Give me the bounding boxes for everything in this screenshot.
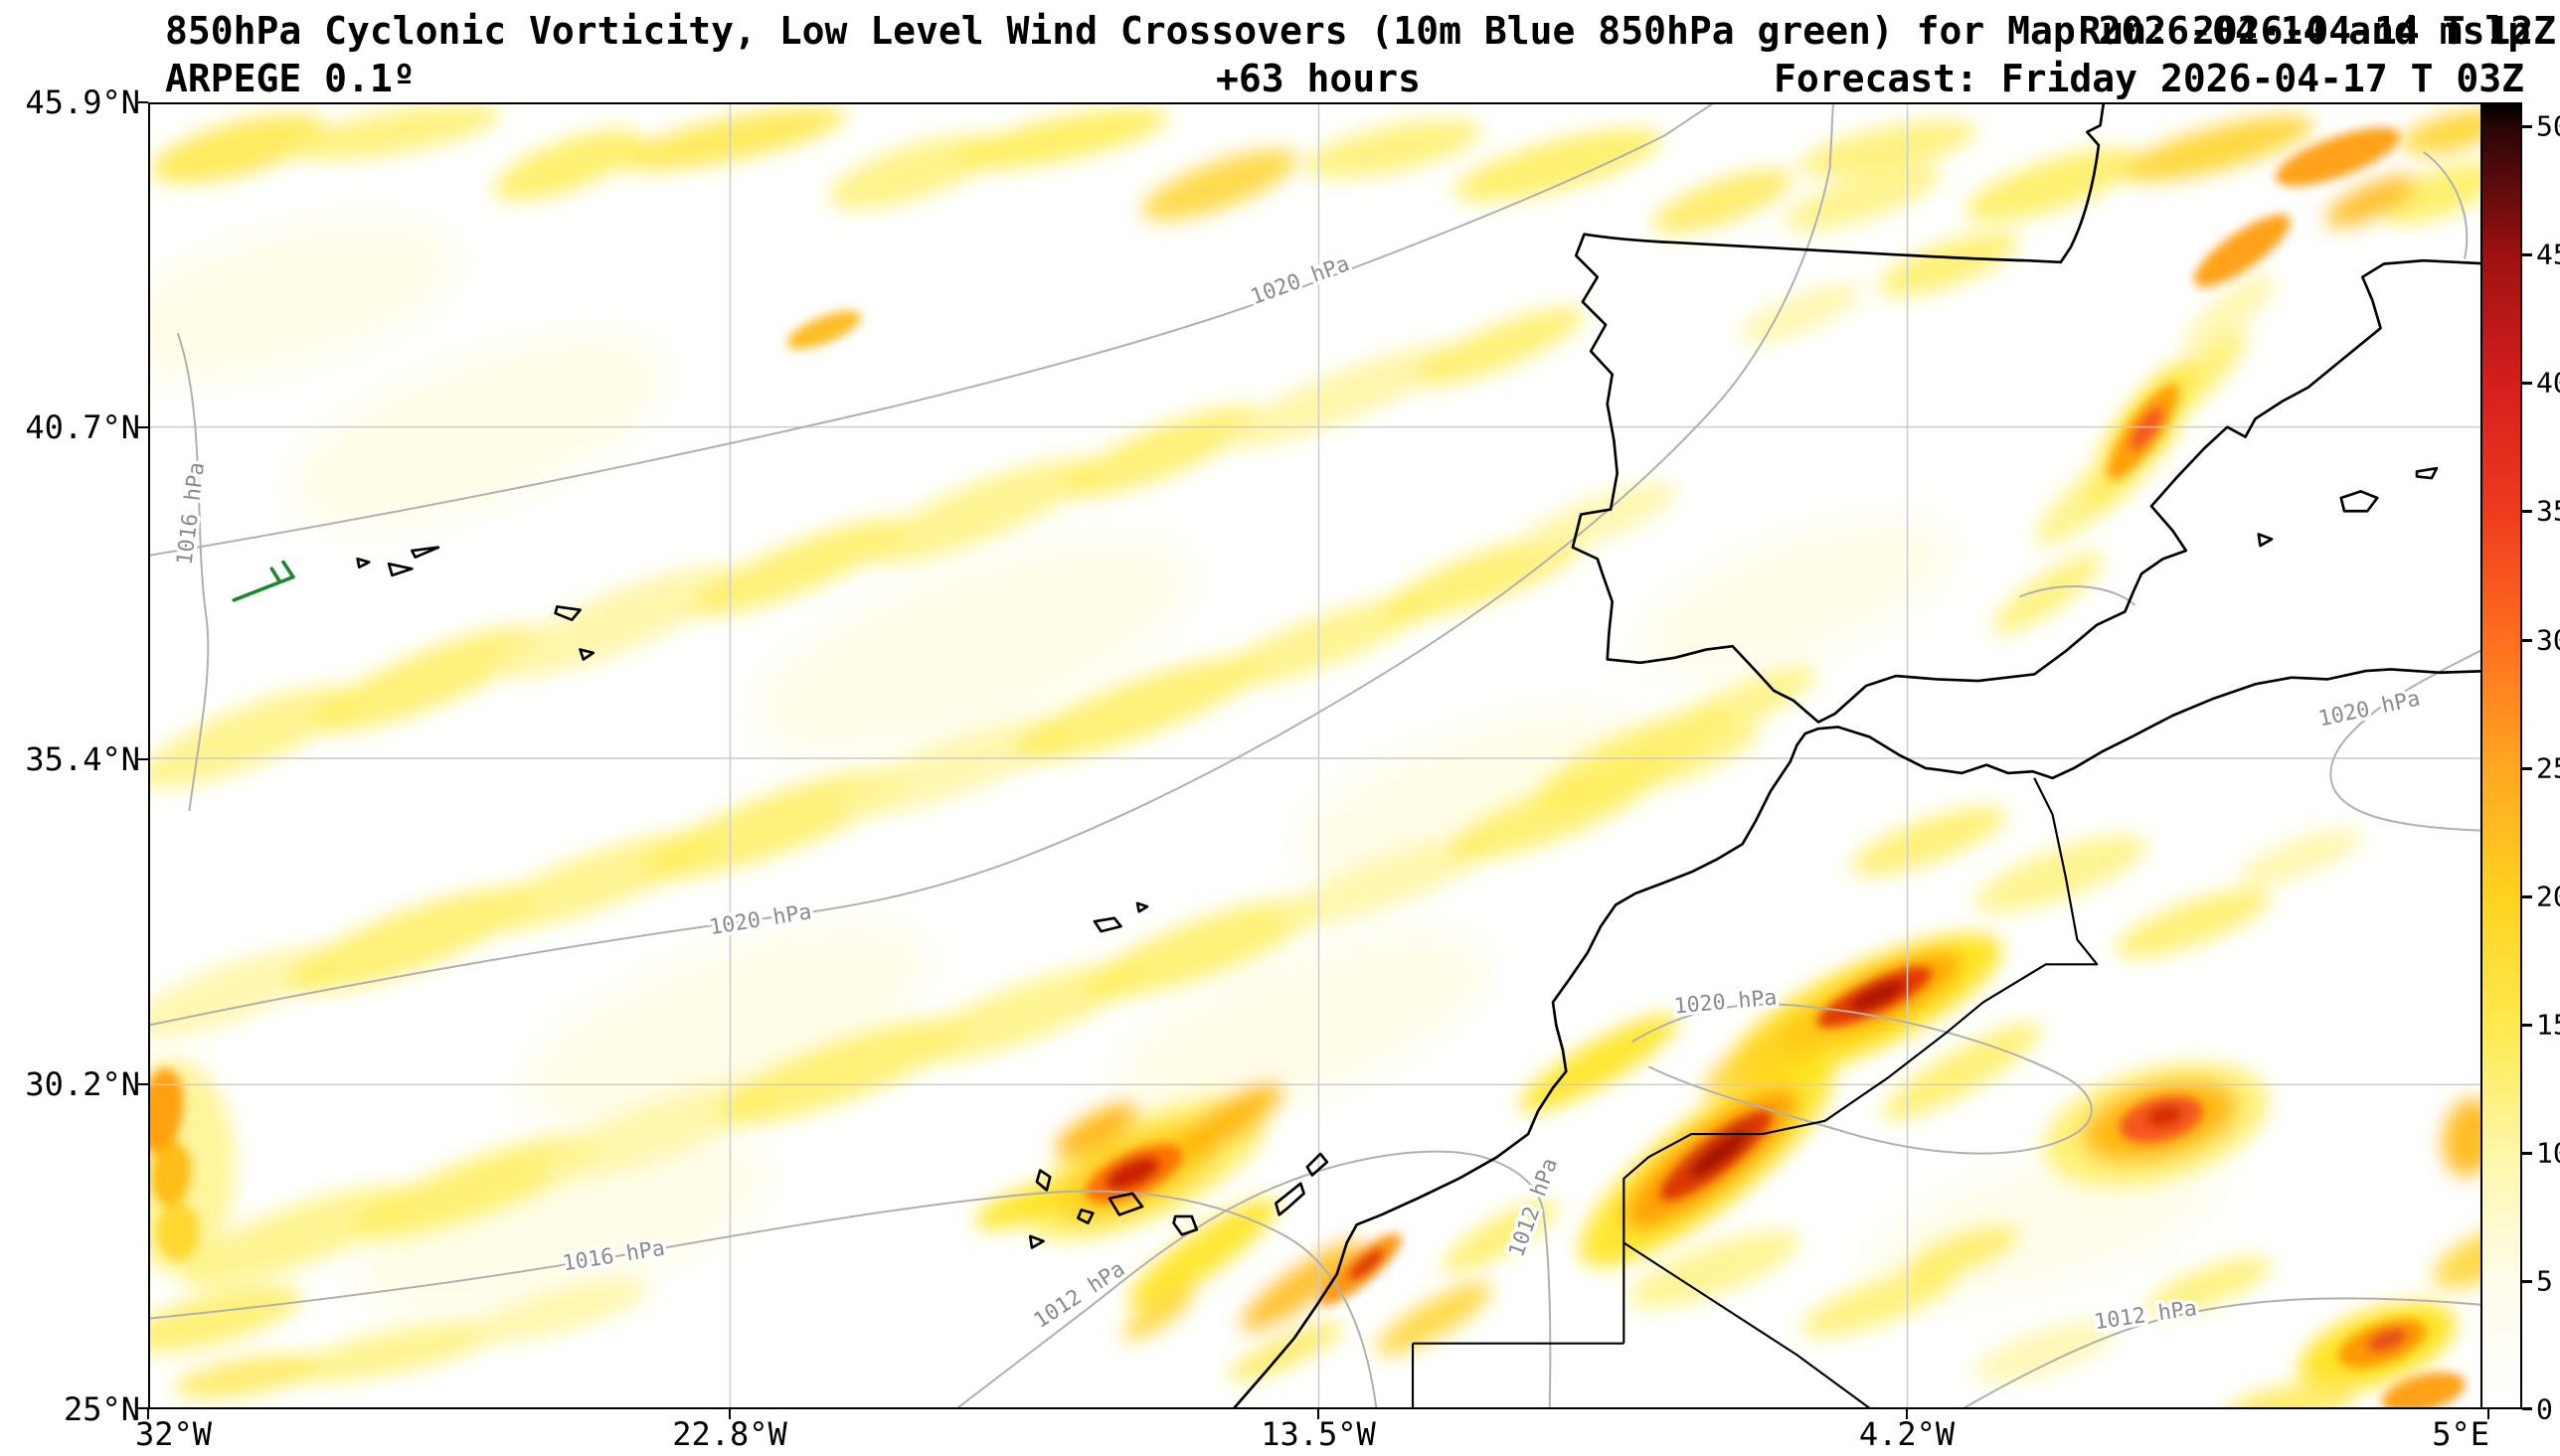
axis-tick — [729, 1409, 731, 1419]
axis-tick — [2487, 1409, 2489, 1419]
colorbar-tick — [2522, 1407, 2532, 1410]
x-axis-tick-label: 22.8°W — [672, 1415, 787, 1453]
x-axis-tick-label: 4.2°W — [1858, 1415, 1956, 1453]
axis-tick — [138, 1407, 148, 1409]
colorbar-tick-label: 30 — [2536, 623, 2560, 657]
map-plot: 1020 hPa 1016 hPa 1020 hPa 1016 hPa 1012… — [148, 102, 2489, 1409]
map-canvas: 1020 hPa 1016 hPa 1020 hPa 1016 hPa 1012… — [148, 102, 2489, 1409]
contour-label: 1012 hPa — [1029, 1256, 1129, 1333]
model-label: ARPEGE 0.1º — [165, 57, 416, 100]
contour-label: 1020 hPa — [2316, 687, 2423, 732]
colorbar-tick — [2522, 510, 2532, 513]
axis-tick — [138, 426, 148, 428]
colorbar-gradient — [2480, 102, 2522, 1409]
run-label: Run: 2026-04-14 T 12Z — [2078, 9, 2556, 53]
coastlines — [356, 102, 2489, 1409]
vorticity-field — [148, 103, 2489, 1409]
colorbar-tick-label: 35 — [2536, 494, 2560, 528]
colorbar-tick — [2522, 1152, 2532, 1155]
colorbar-tick-label: 25 — [2536, 751, 2560, 785]
colorbar-tick — [2522, 125, 2532, 128]
axis-tick — [1317, 1409, 1319, 1419]
x-axis-tick-label: 5°E — [2432, 1415, 2489, 1453]
y-axis-tick-label: 35.4°N — [25, 740, 140, 778]
colorbar-tick-label: 10 — [2536, 1136, 2560, 1170]
colorbar-tick-label: 20 — [2536, 880, 2560, 913]
axis-tick — [138, 1083, 148, 1085]
colorbar-tick — [2522, 895, 2532, 898]
x-axis-tick-label: 13.5°W — [1261, 1415, 1376, 1453]
colorbar-tick — [2522, 1280, 2532, 1283]
colorbar-tick — [2522, 639, 2532, 642]
axis-tick — [147, 1409, 149, 1419]
lead-time-label: +63 hours — [1216, 57, 1421, 100]
country-borders — [1411, 777, 2099, 1409]
y-axis-tick-label: 45.9°N — [25, 83, 140, 121]
contour-label: 1020 hPa — [1248, 251, 1353, 310]
colorbar-tick — [2522, 1024, 2532, 1027]
axis-tick — [138, 758, 148, 760]
valid-time-label: Forecast: Friday 2026-04-17 T 03Z — [1774, 57, 2524, 100]
grid-lines — [148, 102, 2489, 1409]
y-axis-tick-label: 40.7°N — [25, 408, 140, 446]
axis-tick — [1906, 1409, 1908, 1419]
contour-label: 1020 hPa — [1673, 986, 1779, 1020]
colorbar-tick-label: 40 — [2536, 366, 2560, 400]
colorbar-tick — [2522, 382, 2532, 385]
x-axis-tick-label: 32°W — [135, 1415, 213, 1453]
colorbar-tick-label: 50 — [2536, 109, 2560, 143]
contour-label: 1012 hPa — [2093, 1296, 2198, 1335]
colorbar-tick-label: 45 — [2536, 238, 2560, 271]
contour-label: 1016 hPa — [173, 461, 210, 566]
wind-barb-green-icon — [232, 560, 295, 602]
colorbar-tick-label: 15 — [2536, 1008, 2560, 1042]
colorbar-tick-label: 0 — [2536, 1392, 2553, 1426]
figure-title: 850hPa Cyclonic Vorticity, Low Level Win… — [165, 9, 2531, 53]
y-axis-tick-label: 25°N — [63, 1390, 140, 1428]
colorbar-tick — [2522, 767, 2532, 770]
axis-tick — [138, 101, 148, 103]
colorbar-tick — [2522, 253, 2532, 256]
colorbar-tick-label: 5 — [2536, 1264, 2553, 1298]
y-axis-tick-label: 30.2°N — [25, 1065, 140, 1103]
